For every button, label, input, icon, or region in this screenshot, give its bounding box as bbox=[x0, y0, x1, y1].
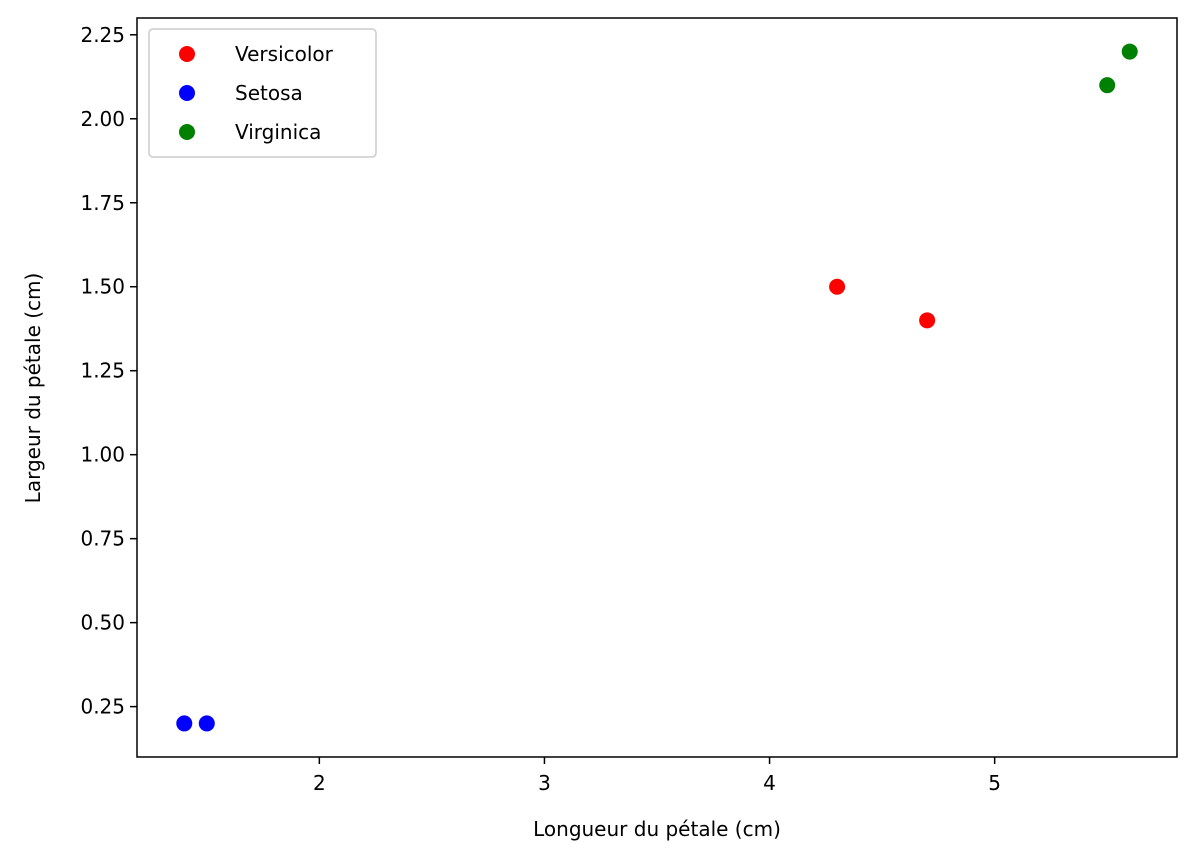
plot-area-frame bbox=[136, 17, 1178, 758]
y-tick-label: 0.25 bbox=[80, 695, 125, 719]
point-versicolor bbox=[919, 312, 936, 329]
y-axis-label: Largeur du pétale (cm) bbox=[21, 273, 45, 504]
legend-marker-virginica bbox=[179, 124, 195, 140]
point-setosa bbox=[198, 715, 215, 732]
x-axis-ticks: 2 3 4 5 bbox=[313, 757, 1001, 795]
y-tick-label: 1.75 bbox=[80, 191, 125, 215]
point-virginica bbox=[1099, 77, 1116, 94]
y-axis-ticks: 0.25 0.50 0.75 1.00 1.25 1.50 1.75 2.00 2.25 bbox=[80, 23, 137, 719]
x-tick-label: 4 bbox=[763, 771, 776, 795]
legend-label-setosa: Setosa bbox=[235, 81, 303, 105]
point-versicolor bbox=[829, 278, 846, 295]
legend: Versicolor Setosa Virginica bbox=[148, 28, 377, 158]
x-tick-label: 2 bbox=[313, 771, 326, 795]
y-tick-label: 1.00 bbox=[80, 443, 125, 467]
y-tick-label: 1.50 bbox=[80, 275, 125, 299]
y-tick-label: 0.75 bbox=[80, 527, 125, 551]
legend-label-virginica: Virginica bbox=[235, 120, 321, 144]
legend-box bbox=[148, 28, 377, 158]
y-tick-label: 0.50 bbox=[80, 611, 125, 635]
point-setosa bbox=[176, 715, 193, 732]
y-tick-label: 2.25 bbox=[80, 23, 125, 47]
point-virginica bbox=[1121, 43, 1138, 60]
data-points bbox=[176, 43, 1138, 732]
y-tick-label: 1.25 bbox=[80, 359, 125, 383]
y-tick-label: 2.00 bbox=[80, 107, 125, 131]
x-tick-label: 5 bbox=[988, 771, 1001, 795]
x-tick-label: 3 bbox=[538, 771, 551, 795]
legend-marker-setosa bbox=[179, 85, 195, 101]
legend-marker-versicolor bbox=[179, 46, 195, 62]
legend-label-versicolor: Versicolor bbox=[235, 42, 334, 66]
x-axis-label: Longueur du pétale (cm) bbox=[533, 817, 781, 841]
